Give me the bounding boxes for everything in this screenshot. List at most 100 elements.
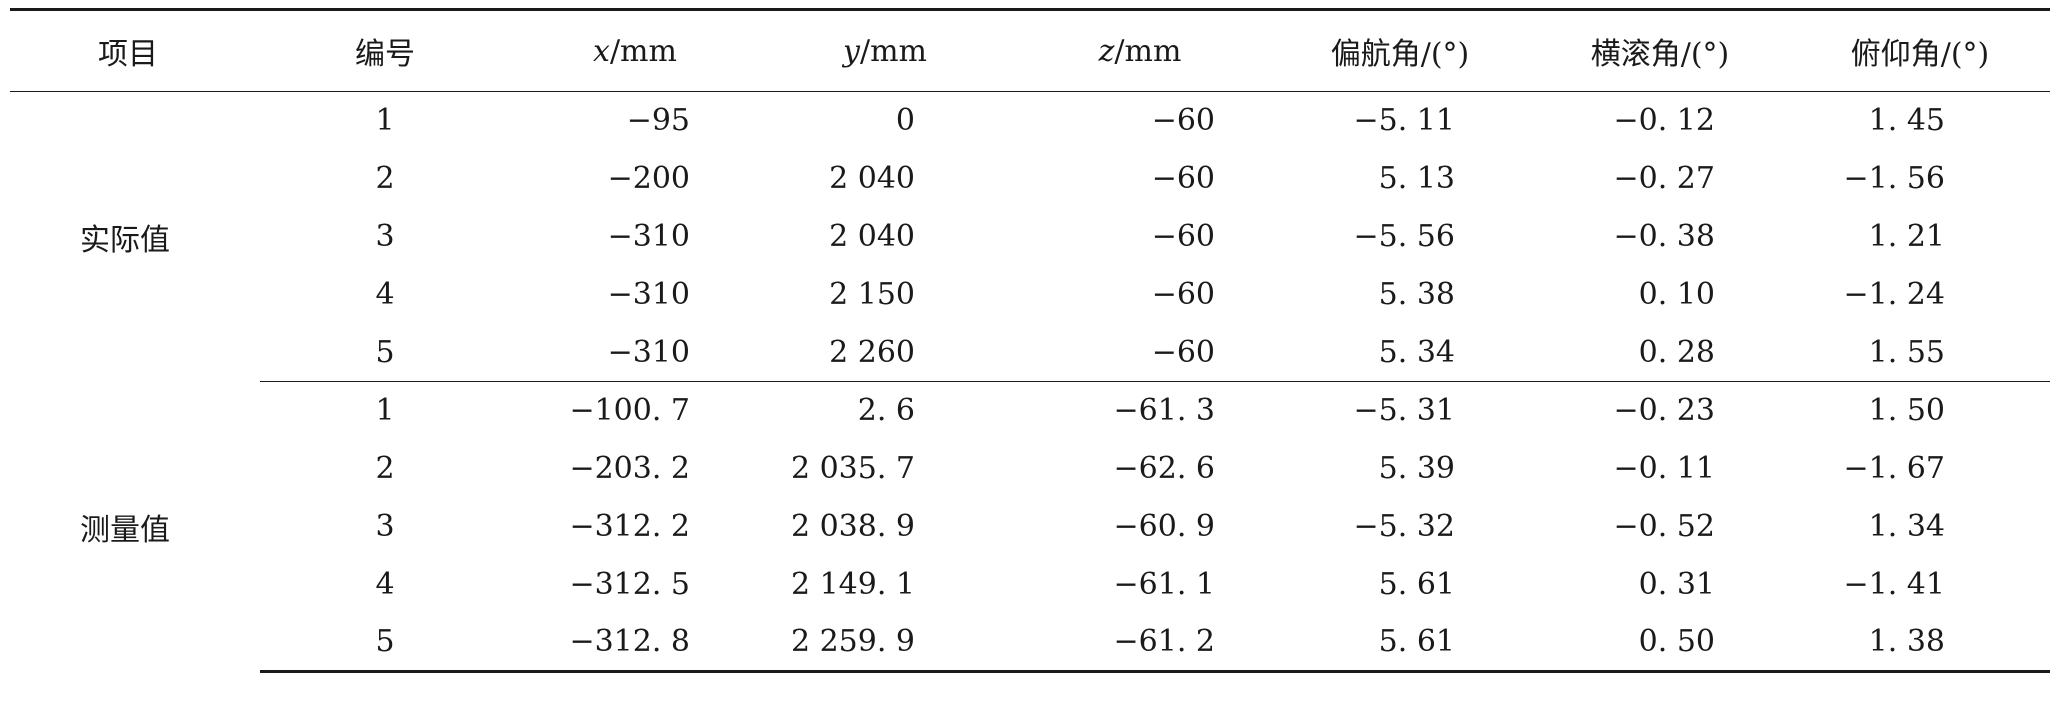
cell-roll: 0. 28 <box>1530 323 1790 382</box>
group-label: 实际值 <box>80 222 170 258</box>
cell-yaw: 5. 39 <box>1378 451 1455 486</box>
table-row: 5 −310 2 260 −60 5. 34 0. 28 1. 55 <box>10 323 2050 382</box>
cell-x: −95 <box>626 103 690 139</box>
cell-pitch: 1. 38 <box>1790 613 2050 673</box>
header-x-unit: /mm <box>609 33 677 69</box>
table-row: 4 −312. 5 2 149. 1 −61. 1 5. 61 0. 31 −1. 41 <box>10 556 2050 614</box>
cell-pitch: −1. 67 <box>1843 451 1945 486</box>
header-y-unit: /mm <box>859 33 927 69</box>
data-table: 项目 编号 x/mm y/mm z/mm 偏航角/(°) 横滚角/(°) 俯仰角… <box>10 8 2050 673</box>
header-x-var: x <box>593 33 610 69</box>
group-measured: 测量值 1 −100. 7 2. 6 −61. 3 −5. 31 −0. 23 1. 50 2 −… <box>10 382 2050 673</box>
header-item: 项目 <box>10 8 260 92</box>
cell-y: 2 149. 1 <box>790 567 915 602</box>
cell-id: 5 <box>260 323 510 382</box>
cell-roll: −0. 12 <box>1613 103 1715 139</box>
cell-yaw: 5. 34 <box>1270 323 1530 382</box>
cell-z: −60. 9 <box>1113 509 1215 544</box>
cell-y: 2 040 <box>829 161 915 196</box>
cell-x: −312. 5 <box>569 567 690 602</box>
cell-z: −61. 1 <box>1113 567 1215 602</box>
cell-y: 2 038. 9 <box>790 509 915 544</box>
table-row: 实际值 1 −95 0 −60 −5. 11 −0. 12 1. 45 <box>10 92 2050 258</box>
table-row: 2 −203. 2 2 035. 7 −62. 6 5. 39 −0. 11 −1. 67 <box>10 440 2050 498</box>
table-row: 2 −200 2 040 −60 5. 13 −0. 27 −1. 56 <box>10 150 2050 208</box>
cell-z: −60 <box>1151 219 1215 254</box>
cell-roll: 0. 31 <box>1638 567 1715 602</box>
cell-z: −60 <box>1151 277 1215 312</box>
cell-y: 2. 6 <box>857 393 915 429</box>
cell-id: 5 <box>260 613 510 673</box>
cell-yaw: −5. 32 <box>1353 509 1455 544</box>
cell-y: 2 040 <box>829 219 915 254</box>
cell-roll: −0. 23 <box>1613 393 1715 429</box>
cell-x: −312. 8 <box>510 613 760 673</box>
cell-yaw: −5. 31 <box>1353 393 1455 429</box>
cell-id: 1 <box>375 103 395 139</box>
header-y: y/mm <box>760 8 1010 92</box>
cell-z: −60 <box>1010 323 1270 382</box>
header-y-var: y <box>843 33 860 69</box>
header-yaw: 偏航角/(°) <box>1270 8 1530 92</box>
cell-roll: −0. 27 <box>1613 161 1715 196</box>
cell-pitch: 1. 50 <box>1868 393 1945 429</box>
cell-yaw: 5. 61 <box>1270 613 1530 673</box>
cell-y: 2 259. 9 <box>760 613 1010 673</box>
data-table-container: 项目 编号 x/mm y/mm z/mm 偏航角/(°) 横滚角/(°) 俯仰角… <box>10 8 2050 673</box>
cell-yaw: 5. 61 <box>1378 567 1455 602</box>
cell-roll: −0. 52 <box>1613 509 1715 544</box>
table-header: 项目 编号 x/mm y/mm z/mm 偏航角/(°) 横滚角/(°) 俯仰角… <box>10 8 2050 92</box>
cell-x: −200 <box>607 161 690 196</box>
header-x: x/mm <box>510 8 760 92</box>
cell-z: −60 <box>1151 103 1215 139</box>
header-row: 项目 编号 x/mm y/mm z/mm 偏航角/(°) 横滚角/(°) 俯仰角… <box>10 8 2050 92</box>
cell-yaw: 5. 38 <box>1378 277 1455 312</box>
cell-id: 2 <box>375 451 395 486</box>
cell-x: −310 <box>607 277 690 312</box>
cell-z: −62. 6 <box>1113 451 1215 486</box>
cell-z: −60 <box>1151 161 1215 196</box>
cell-y: 2 260 <box>760 323 1010 382</box>
cell-id: 4 <box>375 277 395 312</box>
table-row: 4 −310 2 150 −60 5. 38 0. 10 −1. 24 <box>10 266 2050 324</box>
cell-x: −310 <box>607 219 690 254</box>
cell-roll: 0. 50 <box>1530 613 1790 673</box>
cell-yaw: −5. 56 <box>1353 219 1455 254</box>
cell-id: 3 <box>375 219 395 254</box>
cell-z: −61. 2 <box>1010 613 1270 673</box>
cell-id: 4 <box>375 567 395 602</box>
group-actual: 实际值 1 −95 0 −60 −5. 11 −0. 12 1. 45 2 −200 2 040 −6… <box>10 92 2050 382</box>
table-row: 3 −310 2 040 −60 −5. 56 −0. 38 1. 21 <box>10 208 2050 266</box>
cell-x: −312. 2 <box>569 509 690 544</box>
cell-pitch: −1. 56 <box>1843 161 1945 196</box>
cell-pitch: 1. 21 <box>1868 219 1945 254</box>
table-row: 3 −312. 2 2 038. 9 −60. 9 −5. 32 −0. 52 1. 34 <box>10 498 2050 556</box>
header-z: z/mm <box>1010 8 1270 92</box>
cell-x: −310 <box>510 323 760 382</box>
cell-pitch: −1. 24 <box>1843 277 1945 312</box>
cell-roll: −0. 11 <box>1613 451 1715 486</box>
cell-x: −203. 2 <box>569 451 690 486</box>
cell-id: 1 <box>375 393 395 429</box>
cell-y: 2 150 <box>829 277 915 312</box>
header-roll: 横滚角/(°) <box>1530 8 1790 92</box>
header-z-unit: /mm <box>1114 33 1182 69</box>
cell-pitch: 1. 55 <box>1790 323 2050 382</box>
header-z-var: z <box>1098 33 1115 69</box>
cell-roll: −0. 38 <box>1613 219 1715 254</box>
header-id: 编号 <box>260 8 510 92</box>
cell-roll: 0. 10 <box>1638 277 1715 312</box>
cell-pitch: −1. 41 <box>1843 567 1945 602</box>
cell-x: −100. 7 <box>569 393 690 429</box>
cell-id: 3 <box>375 509 395 544</box>
cell-id: 2 <box>375 161 395 196</box>
cell-pitch: 1. 34 <box>1868 509 1945 544</box>
group-label: 测量值 <box>80 512 170 548</box>
table-row: 测量值 1 −100. 7 2. 6 −61. 3 −5. 31 −0. 23 1. 50 <box>10 382 2050 547</box>
cell-y: 2 035. 7 <box>790 451 915 486</box>
cell-yaw: 5. 13 <box>1378 161 1455 196</box>
header-pitch: 俯仰角/(°) <box>1790 8 2050 92</box>
cell-z: −61. 3 <box>1113 393 1215 429</box>
cell-y: 0 <box>895 103 915 139</box>
